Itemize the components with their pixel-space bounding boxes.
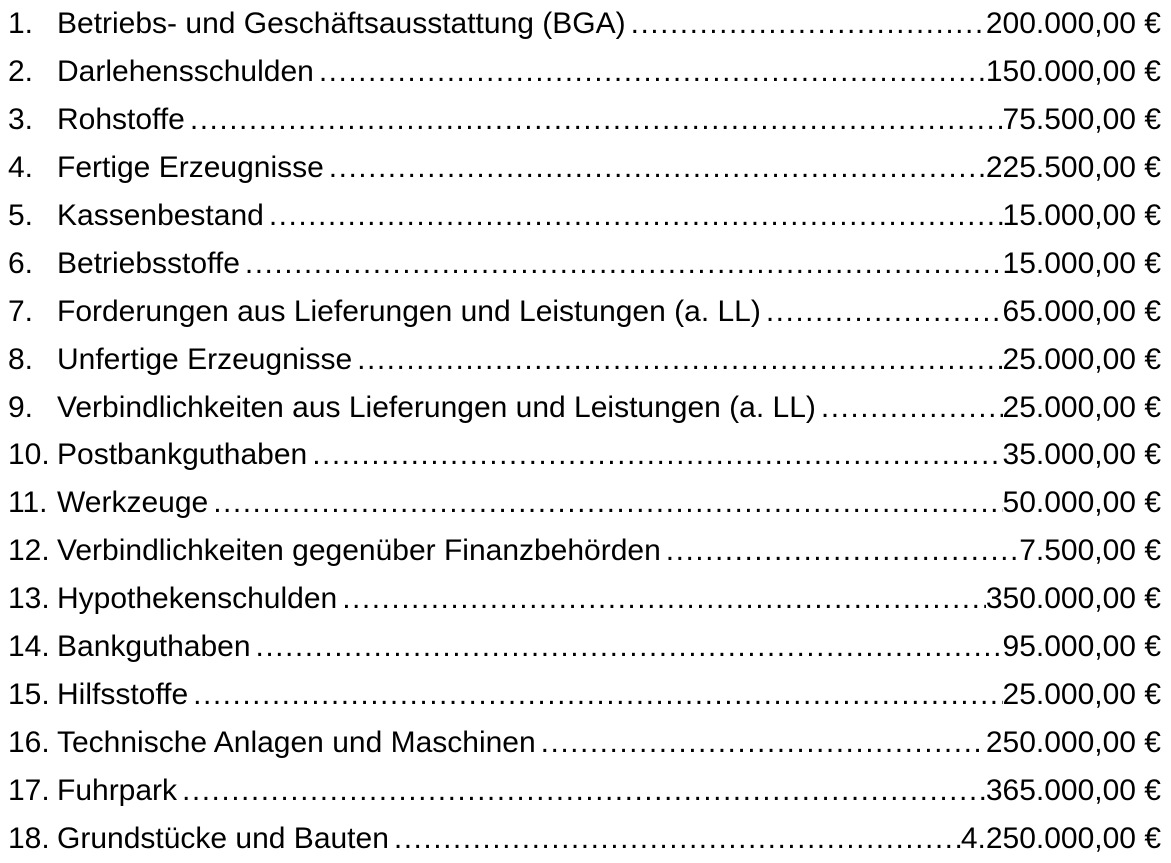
dot-leader: ........................................… [820, 390, 1003, 424]
dot-leader: ........................................… [189, 102, 1003, 136]
item-label: Fuhrpark [57, 774, 178, 807]
item-number: 6. [8, 246, 34, 280]
item-number: 16. [8, 726, 50, 760]
dot-leader: ........................................… [182, 774, 986, 807]
list-item: 6. Betriebsstoffe ......................… [0, 240, 1171, 288]
item-number: 15. [8, 678, 50, 712]
item-label: Werkzeuge [57, 486, 209, 520]
item-amount: 250.000,00 € [985, 726, 1161, 760]
item-number: 4. [8, 150, 34, 184]
list-item: 3. Rohstoffe ...........................… [0, 96, 1171, 144]
dot-leader: ........................................… [193, 678, 1002, 712]
item-amount: 200.000,00 € [985, 7, 1161, 40]
item-label: Rohstoffe [57, 102, 185, 136]
item-amount: 4.250.000,00 € [960, 821, 1161, 855]
item-label: Hilfsstoffe [57, 678, 189, 712]
dot-leader: ........................................… [393, 821, 961, 855]
item-number: 5. [8, 198, 34, 232]
list-item: 8. Unfertige Erzeugnisse ...............… [0, 336, 1171, 384]
item-label: Grundstücke und Bauten [57, 821, 389, 855]
item-number: 13. [8, 582, 50, 616]
item-number: 17. [8, 774, 50, 807]
list-item: 18. Grundstücke und Bauten .............… [0, 815, 1171, 863]
list-item: 14. Bankguthaben .......................… [0, 623, 1171, 671]
item-amount: 75.500,00 € [1002, 102, 1161, 136]
item-label: Darlehensschulden [57, 54, 314, 88]
item-label: Verbindlichkeiten aus Lieferungen und Le… [57, 390, 816, 424]
dot-leader: ........................................… [268, 198, 1003, 232]
item-label: Fertige Erzeugnisse [57, 150, 324, 184]
dot-leader: ........................................… [630, 7, 986, 40]
item-number: 2. [8, 54, 34, 88]
list-item: 5. Kassenbestand .......................… [0, 192, 1171, 240]
list-item: 17. Fuhrpark ...........................… [0, 767, 1171, 815]
list-item: 11. Werkzeuge ..........................… [0, 479, 1171, 527]
item-amount: 95.000,00 € [1002, 630, 1161, 664]
item-amount: 25.000,00 € [1002, 342, 1161, 376]
list-item: 13. Hypothekenschulden .................… [0, 575, 1171, 623]
item-label: Postbankguthaben [57, 438, 308, 472]
item-label: Betriebs- und Geschäftsausstattung (BGA) [57, 7, 626, 40]
item-amount: 150.000,00 € [985, 54, 1161, 88]
item-number: 8. [8, 342, 34, 376]
dot-leader: ........................................… [244, 246, 1003, 280]
list-item: 10. Postbankguthaben ...................… [0, 431, 1171, 479]
item-number: 12. [8, 534, 50, 568]
item-amount: 7.500,00 € [1019, 534, 1161, 568]
list-item: 1. Betriebs- und Geschäftsausstattung (B… [0, 0, 1171, 48]
item-amount: 35.000,00 € [1002, 438, 1161, 472]
dot-leader: ........................................… [665, 534, 1020, 568]
item-number: 1. [8, 7, 34, 40]
list-item: 2. Darlehensschulden ...................… [0, 48, 1171, 96]
list-item: 15. Hilfsstoffe ........................… [0, 671, 1171, 719]
item-label: Hypothekenschulden [57, 582, 338, 616]
item-amount: 15.000,00 € [1002, 198, 1161, 232]
list-item: 7. Forderungen aus Lieferungen und Leist… [0, 288, 1171, 336]
item-number: 10. [8, 438, 50, 472]
item-label: Forderungen aus Lieferungen und Leistung… [57, 294, 761, 328]
list-item: 16. Technische Anlagen und Maschinen ...… [0, 719, 1171, 767]
item-label: Betriebsstoffe [57, 246, 240, 280]
item-amount: 65.000,00 € [1002, 294, 1161, 328]
item-label: Verbindlichkeiten gegenüber Finanzbehörd… [57, 534, 661, 568]
list-item: 9. Verbindlichkeiten aus Lieferungen und… [0, 384, 1171, 432]
item-number: 11. [8, 486, 48, 520]
item-number: 3. [8, 102, 34, 136]
dot-leader: ........................................… [312, 438, 1002, 472]
item-label: Unfertige Erzeugnisse [57, 342, 353, 376]
dot-leader: ........................................… [540, 726, 986, 760]
item-amount: 15.000,00 € [1002, 246, 1161, 280]
item-amount: 50.000,00 € [1002, 486, 1161, 520]
dot-leader: ........................................… [255, 630, 1003, 664]
item-label: Kassenbestand [57, 198, 264, 232]
item-amount: 225.500,00 € [985, 150, 1161, 184]
item-amount: 25.000,00 € [1002, 390, 1161, 424]
item-amount: 25.000,00 € [1002, 678, 1161, 712]
item-label: Bankguthaben [57, 630, 251, 664]
item-amount: 365.000,00 € [985, 774, 1161, 807]
item-number: 18. [8, 821, 50, 855]
dot-leader: ........................................… [342, 582, 986, 616]
dot-leader: ........................................… [318, 54, 986, 88]
item-label: Technische Anlagen und Maschinen [57, 726, 536, 760]
list-item: 12. Verbindlichkeiten gegenüber Finanzbe… [0, 527, 1171, 575]
dot-leader: ........................................… [357, 342, 1002, 376]
dot-leader: ........................................… [213, 486, 1002, 520]
dot-leader: ........................................… [765, 294, 1003, 328]
item-number: 7. [8, 294, 34, 328]
item-amount: 350.000,00 € [985, 582, 1161, 616]
item-number: 14. [8, 630, 50, 664]
item-number: 9. [8, 390, 34, 424]
list-item: 4. Fertige Erzeugnisse .................… [0, 144, 1171, 192]
dot-leader: ........................................… [328, 150, 986, 184]
